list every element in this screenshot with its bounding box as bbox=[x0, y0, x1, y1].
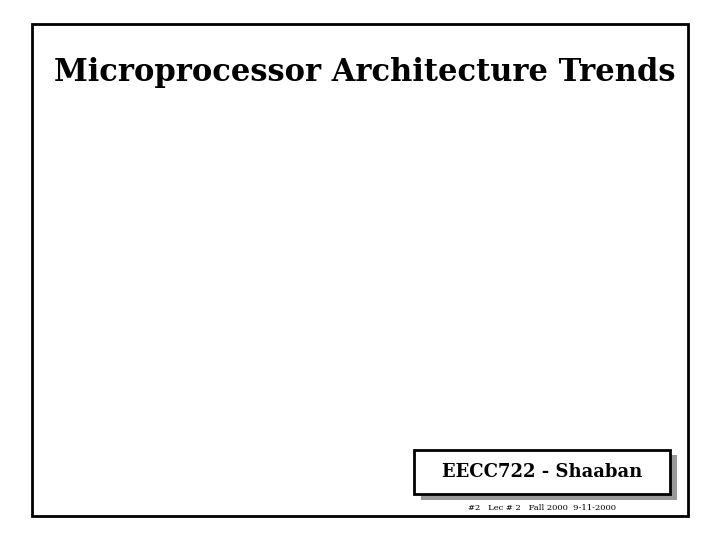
Text: #2   Lec # 2   Fall 2000  9-11-2000: #2 Lec # 2 Fall 2000 9-11-2000 bbox=[468, 504, 616, 511]
Text: EECC722 - Shaaban: EECC722 - Shaaban bbox=[441, 463, 642, 481]
Bar bbox=[421, 455, 677, 500]
Bar bbox=[414, 450, 670, 494]
Text: Microprocessor Architecture Trends: Microprocessor Architecture Trends bbox=[54, 57, 675, 87]
